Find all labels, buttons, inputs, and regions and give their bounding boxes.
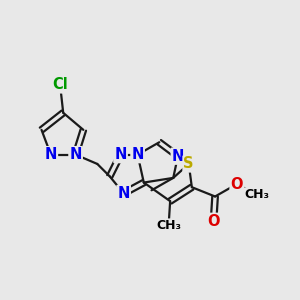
Text: CH₃: CH₃: [156, 219, 181, 232]
Text: S: S: [184, 156, 194, 171]
Text: N: N: [114, 147, 127, 162]
Text: O: O: [207, 214, 220, 229]
Text: N: N: [172, 149, 184, 164]
Text: Cl: Cl: [52, 77, 68, 92]
Text: CH₃: CH₃: [244, 188, 269, 201]
Text: N: N: [118, 186, 130, 201]
Text: O: O: [230, 177, 243, 192]
Text: N: N: [69, 147, 82, 162]
Text: N: N: [45, 147, 57, 162]
Text: N: N: [131, 147, 144, 162]
